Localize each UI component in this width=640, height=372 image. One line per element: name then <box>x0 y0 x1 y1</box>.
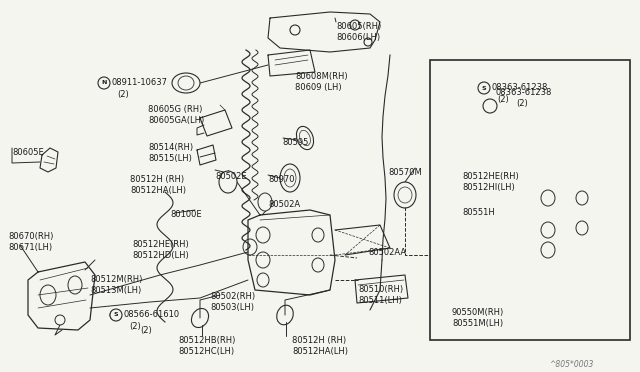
Text: (2): (2) <box>140 326 152 335</box>
Text: 80605E: 80605E <box>12 148 44 157</box>
Text: 80512H (RH): 80512H (RH) <box>130 175 184 184</box>
Text: 80512H (RH): 80512H (RH) <box>292 336 346 345</box>
Text: 80512HE(RH): 80512HE(RH) <box>132 240 189 249</box>
Text: 08363-61238: 08363-61238 <box>496 88 552 97</box>
Bar <box>430 60 630 340</box>
Text: 80605GA(LH): 80605GA(LH) <box>148 116 204 125</box>
Text: 80606(LH): 80606(LH) <box>336 33 380 42</box>
Ellipse shape <box>172 73 200 93</box>
Text: 80513M(LH): 80513M(LH) <box>90 286 141 295</box>
Text: S: S <box>482 86 486 90</box>
Text: 80510(RH): 80510(RH) <box>358 285 403 294</box>
Text: 80605G (RH): 80605G (RH) <box>148 105 202 114</box>
Text: 08911-10637: 08911-10637 <box>112 78 168 87</box>
Ellipse shape <box>219 171 237 193</box>
Text: 80609 (LH): 80609 (LH) <box>295 83 342 92</box>
Text: 80671(LH): 80671(LH) <box>8 243 52 252</box>
Circle shape <box>98 77 110 89</box>
Circle shape <box>478 82 490 94</box>
Text: (2): (2) <box>516 99 528 108</box>
Text: 80502AA: 80502AA <box>368 248 406 257</box>
Text: 80512M(RH): 80512M(RH) <box>90 275 142 284</box>
Text: (2): (2) <box>497 95 509 104</box>
Text: 80502E: 80502E <box>215 172 246 181</box>
Text: 80605(RH): 80605(RH) <box>336 22 381 31</box>
Text: 80512HA(LH): 80512HA(LH) <box>292 347 348 356</box>
Circle shape <box>110 309 122 321</box>
Text: 80608M(RH): 80608M(RH) <box>295 72 348 81</box>
Text: 80502(RH): 80502(RH) <box>210 292 255 301</box>
Text: 80551M(LH): 80551M(LH) <box>452 319 503 328</box>
Text: N: N <box>101 80 107 86</box>
Text: 80100E: 80100E <box>170 210 202 219</box>
Ellipse shape <box>258 193 272 211</box>
Text: 80512HI(LH): 80512HI(LH) <box>462 183 515 192</box>
Text: 80595: 80595 <box>282 138 308 147</box>
Text: ^805*0003: ^805*0003 <box>550 360 594 369</box>
Text: 80512HE(RH): 80512HE(RH) <box>462 172 519 181</box>
Text: (2): (2) <box>129 322 141 331</box>
Text: 80970: 80970 <box>268 175 294 184</box>
Text: 80503(LH): 80503(LH) <box>210 303 254 312</box>
Text: 80512HB(RH): 80512HB(RH) <box>178 336 236 345</box>
Text: 80670(RH): 80670(RH) <box>8 232 53 241</box>
Text: 80514(RH): 80514(RH) <box>148 143 193 152</box>
Text: 90550M(RH): 90550M(RH) <box>452 308 504 317</box>
Text: 08566-61610: 08566-61610 <box>124 310 180 319</box>
Text: 80512HC(LH): 80512HC(LH) <box>178 347 234 356</box>
Text: 80511(LH): 80511(LH) <box>358 296 402 305</box>
Text: S: S <box>114 312 118 317</box>
Text: 80551H: 80551H <box>462 208 495 217</box>
Text: 80515(LH): 80515(LH) <box>148 154 192 163</box>
Text: 80570M: 80570M <box>388 168 422 177</box>
Text: 80502A: 80502A <box>268 200 300 209</box>
Text: (2): (2) <box>117 90 129 99</box>
Text: 80512HA(LH): 80512HA(LH) <box>130 186 186 195</box>
Text: 08363-61238: 08363-61238 <box>492 83 548 92</box>
Text: 80512HD(LH): 80512HD(LH) <box>132 251 189 260</box>
